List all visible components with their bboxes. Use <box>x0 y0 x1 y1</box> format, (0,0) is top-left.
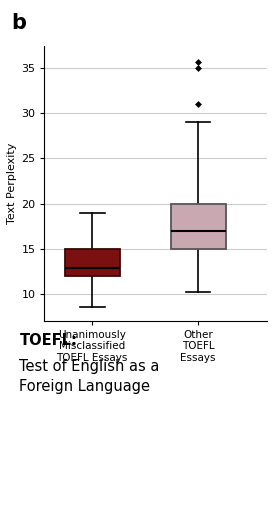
Bar <box>64 248 120 275</box>
Text: b: b <box>11 13 26 33</box>
Y-axis label: Text Perplexity: Text Perplexity <box>7 143 17 224</box>
Text: Test of English as a
Foreign Language: Test of English as a Foreign Language <box>19 359 160 393</box>
Bar <box>170 204 225 248</box>
Text: TOEFL:: TOEFL: <box>19 333 77 348</box>
